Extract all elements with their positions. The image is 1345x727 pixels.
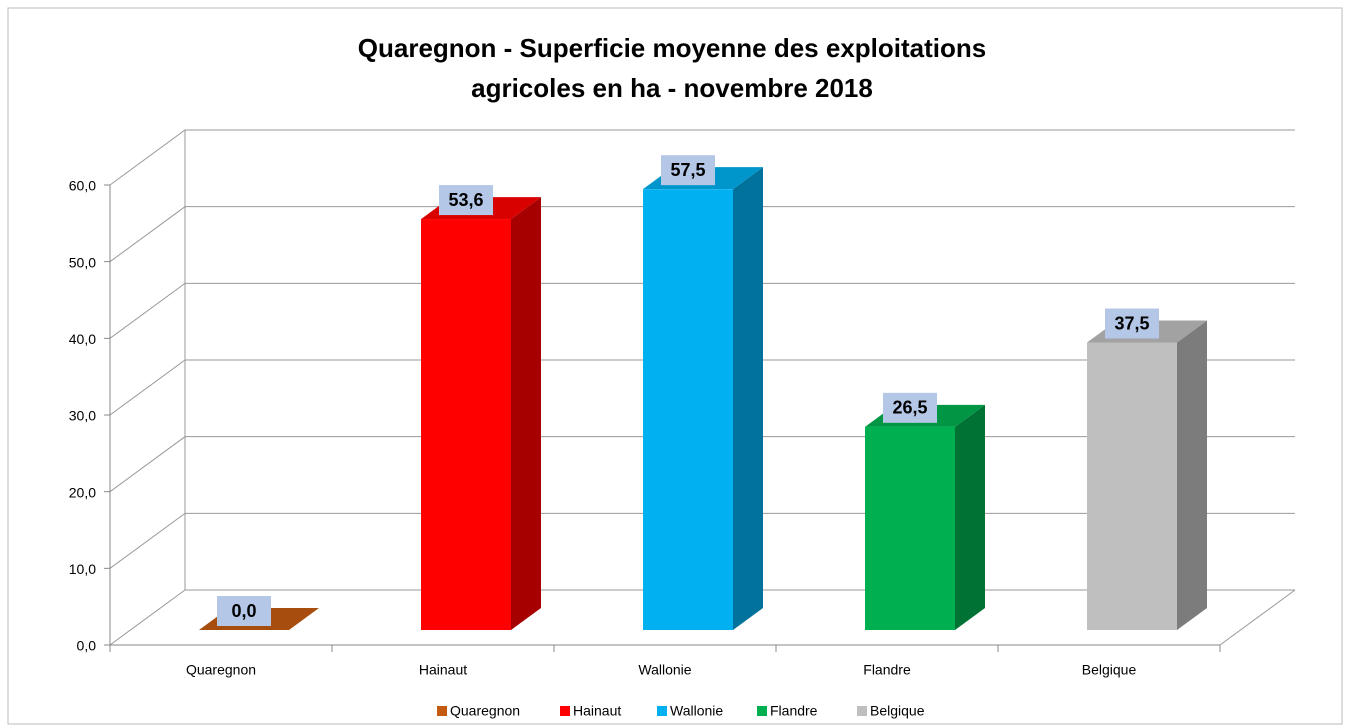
legend-swatch — [437, 706, 447, 716]
y-tick-label: 50,0 — [69, 254, 96, 270]
bar-side — [1177, 320, 1207, 630]
bar — [643, 189, 733, 630]
bar — [865, 426, 955, 630]
bar-side — [955, 404, 985, 630]
chart-title: Quaregnon - Superficie moyenne des explo… — [357, 33, 987, 103]
value-label-box — [217, 596, 271, 626]
legend-swatch — [657, 706, 667, 716]
value-label: 0,0 — [231, 601, 256, 621]
floor-edge — [1219, 589, 1296, 646]
x-tick-label: Belgique — [1082, 662, 1137, 678]
bar-side — [511, 197, 541, 631]
y-tick-label: 40,0 — [69, 331, 96, 347]
bar — [1087, 342, 1177, 630]
value-label: 53,6 — [448, 190, 483, 210]
legend-swatch — [560, 706, 570, 716]
x-tick-label: Flandre — [863, 662, 911, 678]
bar — [421, 219, 511, 631]
y-tick-label: 20,0 — [69, 484, 96, 500]
legend-label: Belgique — [870, 703, 925, 719]
y-tick-label: 10,0 — [69, 561, 96, 577]
x-tick-label: Quaregnon — [186, 662, 256, 678]
y-tick-label: 30,0 — [69, 408, 96, 424]
x-tick-label: Hainaut — [419, 662, 467, 678]
value-label-box — [439, 185, 493, 216]
grid-line — [109, 206, 1295, 263]
legend-swatch — [757, 706, 767, 716]
value-label: 26,5 — [892, 398, 927, 418]
grid-line — [109, 129, 1295, 186]
legend-swatch — [857, 706, 867, 716]
grid-line — [109, 282, 1295, 339]
value-label-box — [883, 392, 937, 423]
y-tick-label: 0,0 — [77, 638, 97, 654]
grid-line — [109, 359, 1295, 416]
value-label: 57,5 — [670, 160, 705, 180]
value-label-box — [1105, 308, 1159, 339]
value-label-box — [661, 155, 715, 186]
legend-label: Quaregnon — [450, 703, 520, 719]
bar-side — [733, 167, 763, 630]
x-tick-label: Wallonie — [638, 662, 691, 678]
value-label: 37,5 — [1114, 313, 1149, 333]
legend-label: Wallonie — [670, 703, 723, 719]
y-tick-label: 60,0 — [69, 178, 96, 194]
legend-label: Flandre — [770, 703, 818, 719]
legend-label: Hainaut — [573, 703, 621, 719]
